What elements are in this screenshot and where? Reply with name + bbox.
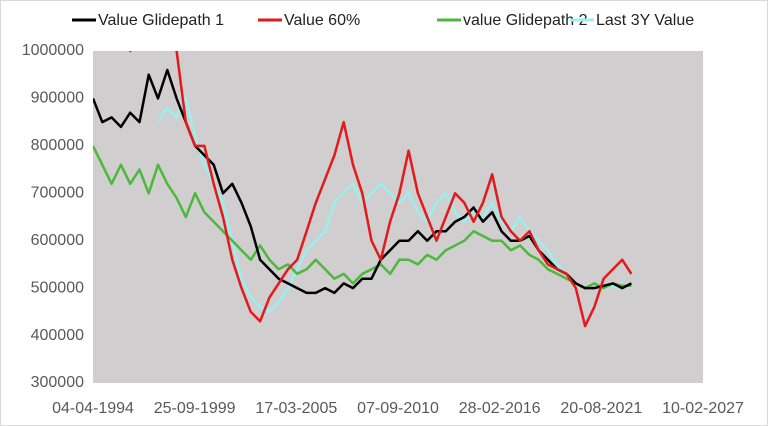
series-line bbox=[156, 97, 632, 314]
x-tick-label: 20-08-2021 bbox=[560, 400, 642, 417]
y-tick-label: 900000 bbox=[31, 90, 84, 107]
plot-lines bbox=[93, 51, 633, 328]
legend-label: Value Glidepath 1 bbox=[98, 12, 224, 29]
plot-area bbox=[93, 51, 703, 383]
legend-label: value Glidepath 2 bbox=[463, 12, 588, 29]
y-tick-label: 300000 bbox=[31, 374, 84, 391]
y-tick-label: 700000 bbox=[31, 185, 84, 202]
series-line bbox=[128, 51, 633, 328]
series-line bbox=[93, 145, 632, 290]
y-tick-label: 500000 bbox=[31, 279, 84, 296]
y-tick-label: 600000 bbox=[31, 232, 84, 249]
y-tick-label: 400000 bbox=[31, 327, 84, 344]
x-tick-label: 28-02-2016 bbox=[459, 400, 541, 417]
legend-label: Value 60% bbox=[284, 12, 360, 29]
y-tick-label: 1000000 bbox=[22, 42, 84, 59]
y-tick-label: 800000 bbox=[31, 137, 84, 154]
legend-label: Last 3Y Value bbox=[596, 12, 694, 29]
x-tick-label: 17-03-2005 bbox=[255, 400, 337, 417]
x-tick-label: 10-02-2027 bbox=[662, 400, 744, 417]
x-tick-label: 25-09-1999 bbox=[154, 400, 236, 417]
x-tick-label: 07-09-2010 bbox=[357, 400, 439, 417]
x-tick-label: 04-04-1994 bbox=[52, 400, 134, 417]
